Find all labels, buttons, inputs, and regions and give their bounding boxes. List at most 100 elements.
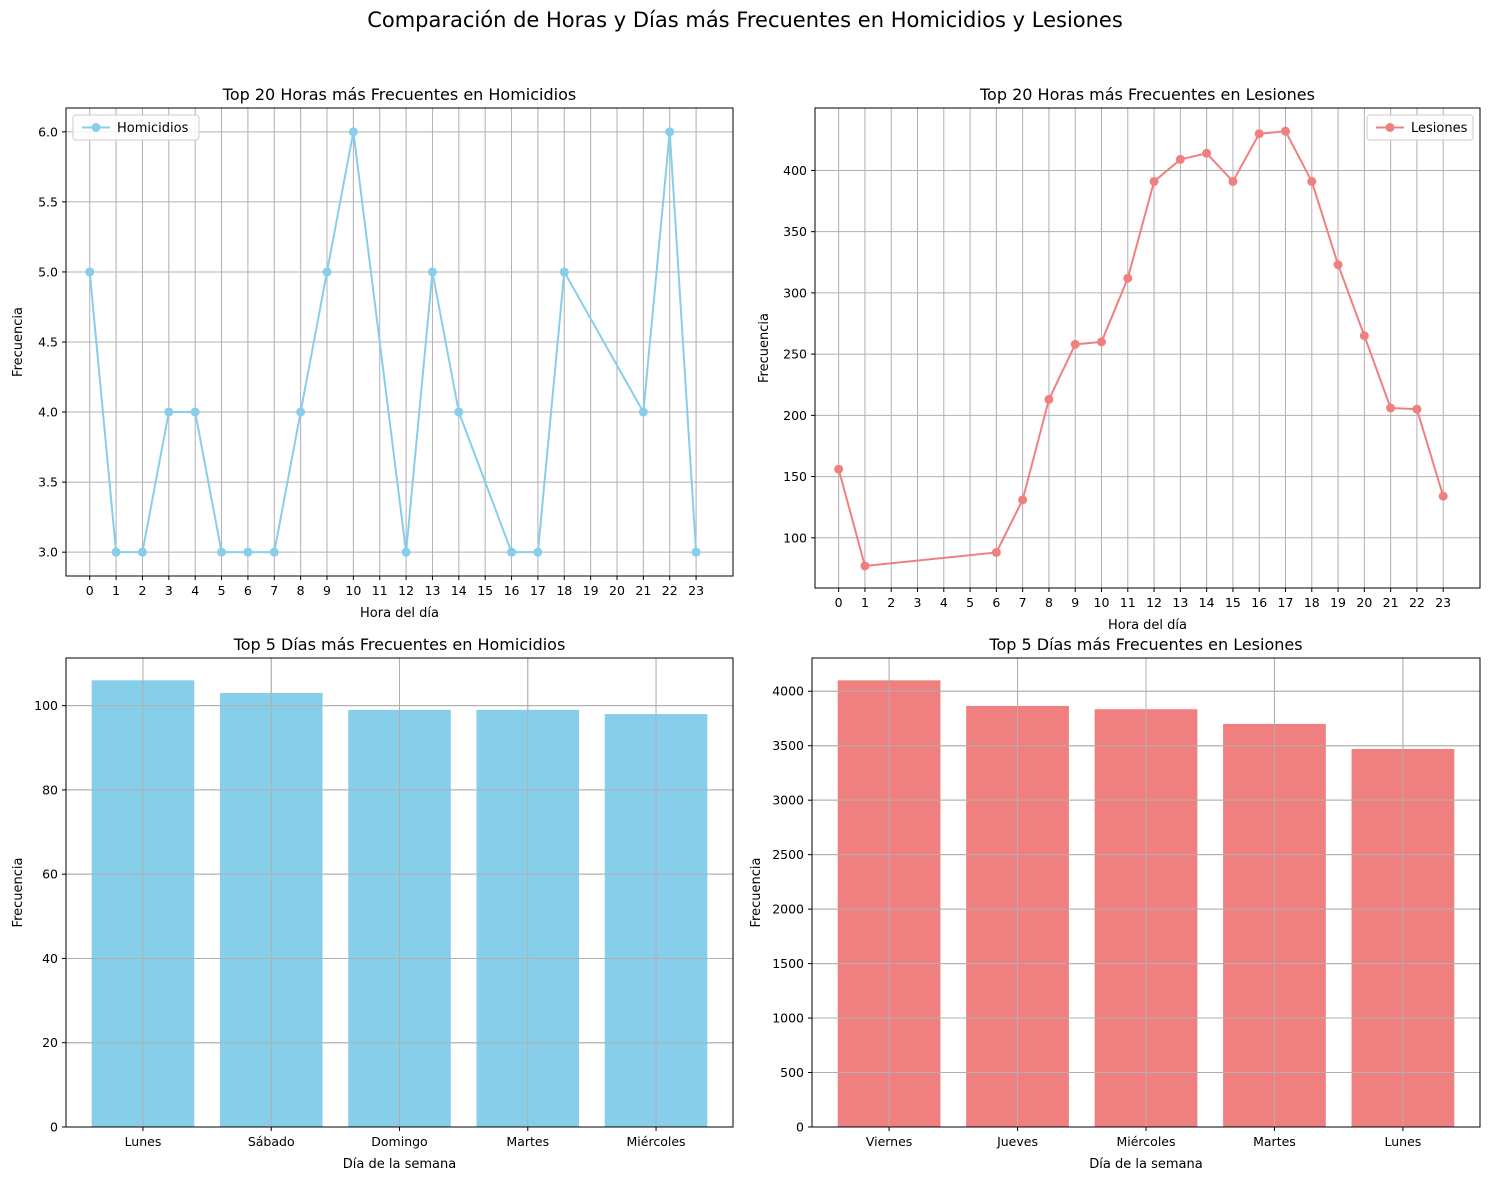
data-point [1018,495,1028,505]
y-tick-label: 20 [42,1035,58,1050]
x-tick-label: 6 [992,595,1000,610]
data-point [533,547,543,557]
data-point [111,547,121,557]
y-tick-label: 6.0 [38,124,58,139]
x-tick-label: 7 [1019,595,1027,610]
data-point [322,267,332,277]
y-tick-label: 3500 [772,738,804,753]
chart-title: Top 5 Días más Frecuentes en Lesiones [988,635,1302,654]
x-tick-label: 15 [1225,595,1241,610]
data-point [1438,491,1448,501]
x-tick-label: 22 [662,583,678,598]
y-tick-label: 2000 [772,902,804,917]
data-point [1228,176,1238,186]
x-tick-label: 12 [398,583,414,598]
x-tick-label: 21 [1383,595,1399,610]
legend-marker [1385,123,1395,132]
chart-title: Top 20 Horas más Frecuentes en Homicidio… [222,85,576,104]
legend-box [72,114,200,141]
axes-frame [65,107,734,577]
data-point [559,267,569,277]
x-tick-label: Domingo [371,1134,427,1149]
x-tick-label: 0 [835,595,843,610]
x-tick-label: 8 [1045,595,1053,610]
legend: Lesiones [1366,114,1474,141]
y-tick-label: 5.0 [38,264,58,279]
legend-marker [91,123,101,132]
data-point [296,407,306,417]
x-axis-label: Día de la semana [1089,1157,1202,1172]
data-point [401,547,411,557]
x-tick-label: 11 [372,583,388,598]
y-tick-label: 400 [783,163,807,178]
x-tick-label: 0 [86,583,94,598]
y-tick-label: 60 [42,867,58,882]
data-point [860,561,870,571]
x-tick-label: 17 [530,583,546,598]
chart-3: Lunes Sábado Domingo Martes Miércoles 0 20 40 60… [11,635,734,1172]
y-tick-label: 80 [42,782,58,797]
x-tick-label: 11 [1120,595,1136,610]
data-point [638,407,648,417]
x-tick-label: Sábado [248,1134,295,1149]
y-tick-label: 350 [783,224,807,239]
y-tick-label: 3.5 [38,475,58,490]
y-tick-label: 1500 [772,956,804,971]
x-tick-label: 5 [218,583,226,598]
y-tick-label: 5.5 [38,194,58,209]
data-point [1412,404,1422,414]
data-point [85,267,95,277]
x-tick-label: 6 [244,583,252,598]
data-point [1202,148,1212,158]
x-tick-label: 16 [1251,595,1267,610]
chart-title: Top 20 Horas más Frecuentes en Lesiones [979,85,1315,104]
x-tick-label: 4 [940,595,948,610]
x-axis-label: Hora del día [360,606,439,621]
data-point [269,547,279,557]
x-tick-label: 23 [688,583,704,598]
x-tick-label: 19 [1330,595,1346,610]
x-tick-label: 2 [138,583,146,598]
y-tick-label: 4000 [772,684,804,699]
data-point [348,127,358,137]
y-axis-label: Frecuencia [749,858,764,928]
x-tick-label: 17 [1278,595,1294,610]
x-tick-label: 1 [112,583,120,598]
data-point [454,407,464,417]
data-point [1386,403,1396,413]
x-tick-label: 14 [451,583,467,598]
x-tick-label: 20 [1356,595,1372,610]
data-point [1280,126,1290,136]
x-tick-label: 8 [297,583,305,598]
x-tick-label: 18 [1304,595,1320,610]
x-tick-label: 23 [1435,595,1451,610]
data-point [137,547,147,557]
y-tick-label: 3000 [772,793,804,808]
x-tick-label: 4 [191,583,199,598]
y-tick-label: 0 [796,1120,804,1135]
y-tick-label: 1000 [772,1011,804,1026]
x-tick-label: 1 [861,595,869,610]
data-point [1307,176,1317,186]
data-point [190,407,200,417]
data-point [1044,394,1054,404]
data-point [691,547,701,557]
legend-label: Homicidios [117,121,189,136]
x-tick-label: 18 [556,583,572,598]
x-tick-label: 19 [583,583,599,598]
x-tick-label: 5 [966,595,974,610]
x-tick-label: 3 [914,595,922,610]
x-tick-label: Miércoles [627,1134,686,1149]
y-tick-label: 3.0 [38,545,58,560]
figure-suptitle: Comparación de Horas y Días más Frecuent… [367,8,1123,32]
x-tick-label: 15 [477,583,493,598]
y-tick-label: 500 [780,1065,804,1080]
data-point [991,547,1001,557]
data-point [1359,331,1369,341]
chart-4: Viernes Jueves Miércoles Martes Lunes 0 500 100… [749,635,1481,1172]
y-tick-label: 150 [783,469,807,484]
data-point [507,547,517,557]
x-tick-label: 10 [345,583,361,598]
